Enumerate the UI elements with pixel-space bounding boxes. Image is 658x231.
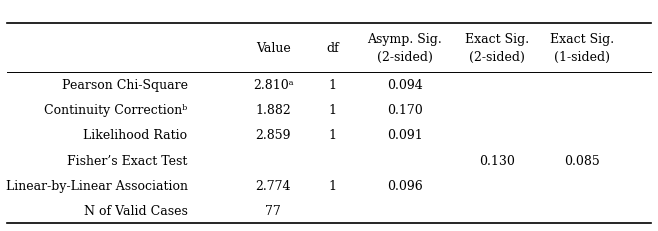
Text: Fisher’s Exact Test: Fisher’s Exact Test <box>67 154 188 167</box>
Text: Likelihood Ratio: Likelihood Ratio <box>84 129 188 142</box>
Text: N of Valid Cases: N of Valid Cases <box>84 204 188 217</box>
Text: Asymp. Sig.
(2-sided): Asymp. Sig. (2-sided) <box>367 33 442 64</box>
Text: Exact Sig.
(2-sided): Exact Sig. (2-sided) <box>465 33 529 64</box>
Text: 0.130: 0.130 <box>479 154 515 167</box>
Text: 1: 1 <box>328 79 336 92</box>
Text: 77: 77 <box>265 204 281 217</box>
Text: 1: 1 <box>328 179 336 192</box>
Text: 0.091: 0.091 <box>387 129 422 142</box>
Text: Value: Value <box>256 42 290 55</box>
Text: 1.882: 1.882 <box>255 104 291 117</box>
Text: Continuity Correctionᵇ: Continuity Correctionᵇ <box>44 104 188 117</box>
Text: df: df <box>326 42 339 55</box>
Text: 0.096: 0.096 <box>387 179 422 192</box>
Text: 0.085: 0.085 <box>565 154 600 167</box>
Text: 1: 1 <box>328 129 336 142</box>
Text: Exact Sig.
(1-sided): Exact Sig. (1-sided) <box>550 33 615 64</box>
Text: Pearson Chi-Square: Pearson Chi-Square <box>62 79 188 92</box>
Text: 2.810ᵃ: 2.810ᵃ <box>253 79 293 92</box>
Text: Linear-by-Linear Association: Linear-by-Linear Association <box>5 179 188 192</box>
Text: 2.859: 2.859 <box>255 129 291 142</box>
Text: 0.170: 0.170 <box>387 104 422 117</box>
Text: 0.094: 0.094 <box>387 79 422 92</box>
Text: 2.774: 2.774 <box>255 179 291 192</box>
Text: 1: 1 <box>328 104 336 117</box>
